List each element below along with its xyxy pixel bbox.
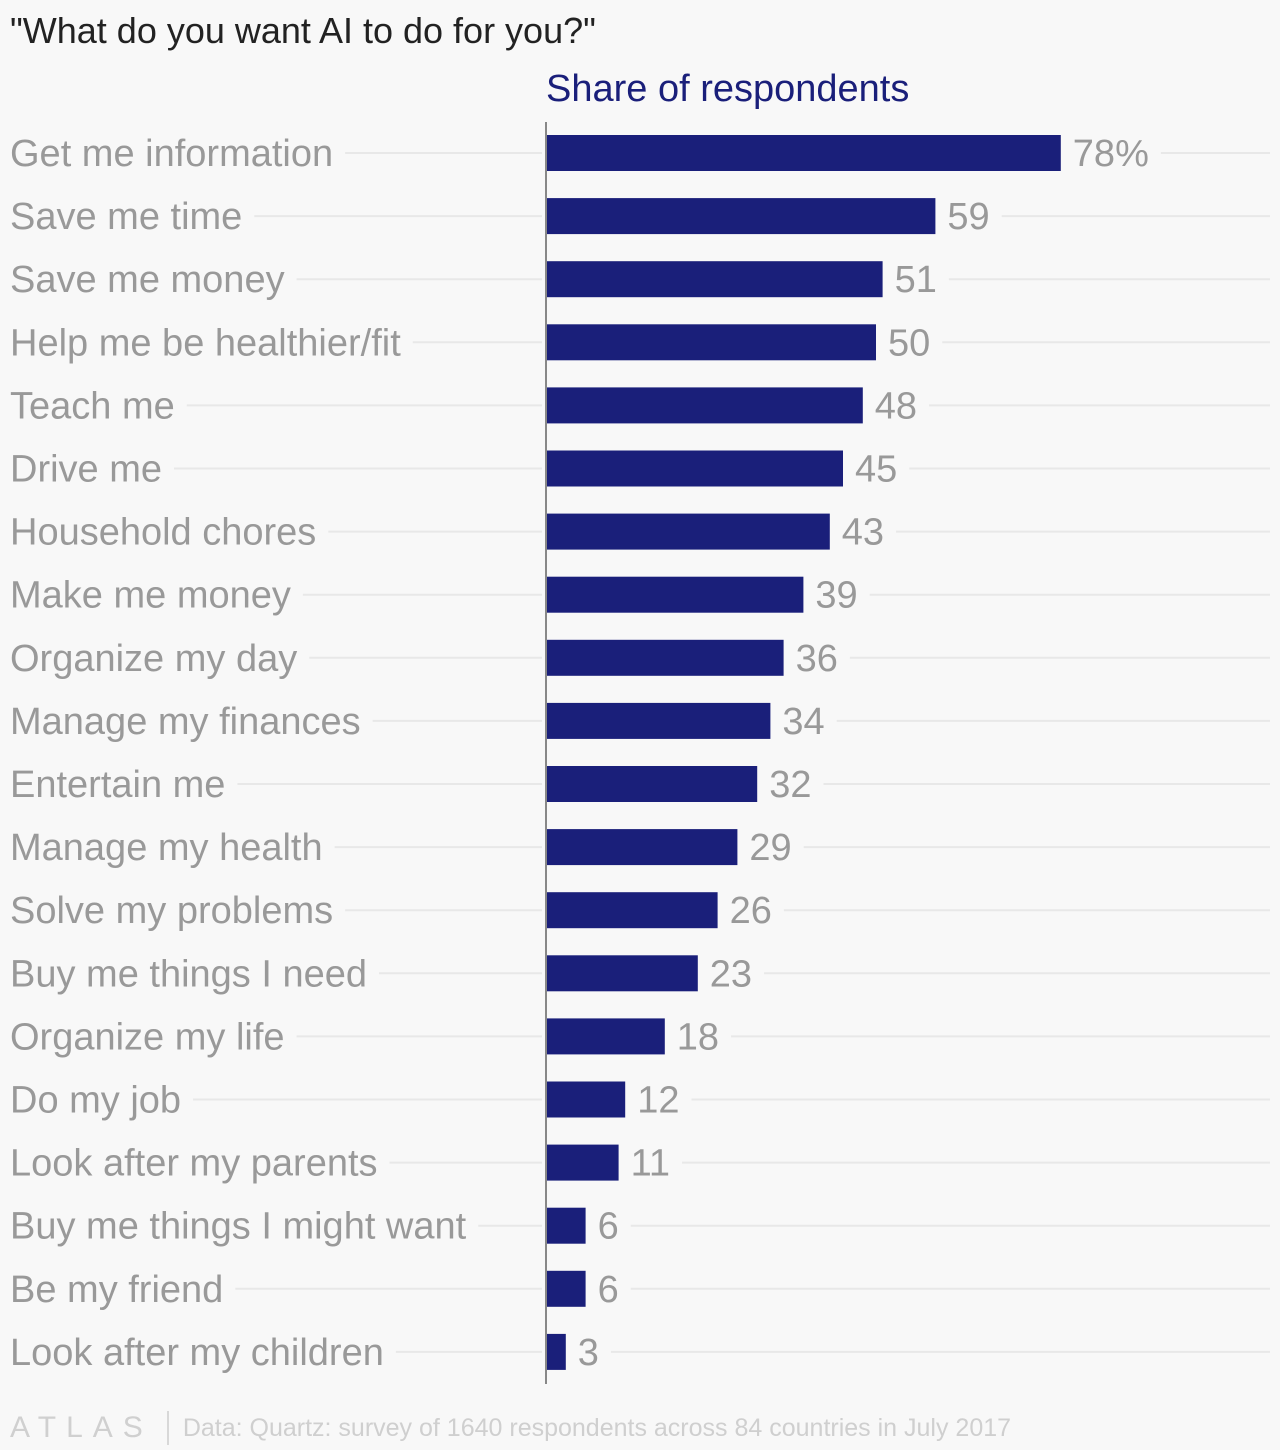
- bar: [546, 1081, 626, 1118]
- bar: [546, 135, 1061, 171]
- category-labels: Get me information Save me time Save me mo…: [10, 133, 467, 1374]
- category-label: Be my friend: [10, 1269, 223, 1311]
- bar: [546, 1270, 586, 1307]
- category-label: Teach me: [10, 385, 175, 427]
- category-label: Make me money: [10, 575, 291, 617]
- value-label: 43: [842, 512, 884, 554]
- footer: ATLAS Data: Quartz: survey of 1640 respo…: [10, 1408, 1011, 1448]
- category-label: Manage my finances: [10, 701, 361, 743]
- category-label: Organize my day: [10, 638, 297, 680]
- value-label: 39: [815, 575, 857, 617]
- category-label: Look after my parents: [10, 1143, 378, 1185]
- value-label: 48: [875, 385, 917, 427]
- bar: [546, 766, 758, 802]
- category-label: Buy me things I might want: [10, 1206, 467, 1248]
- value-label: 36: [796, 638, 838, 680]
- atlas-logo: ATLAS: [10, 1411, 153, 1444]
- category-label: Help me be healthier/fit: [10, 322, 401, 364]
- category-label: Look after my children: [10, 1332, 384, 1374]
- value-label: 18: [677, 1016, 719, 1058]
- value-label: 78%: [1073, 133, 1149, 175]
- value-label: 59: [947, 196, 989, 238]
- category-label: Entertain me: [10, 764, 225, 806]
- value-label: 12: [637, 1080, 679, 1122]
- bar: [546, 955, 698, 992]
- category-label: Get me information: [10, 133, 333, 175]
- category-label: Organize my life: [10, 1016, 285, 1058]
- bar: [546, 261, 883, 298]
- footer-divider: [166, 1411, 169, 1445]
- value-label: 45: [855, 449, 897, 491]
- category-label: Manage my health: [10, 827, 323, 869]
- value-label: 26: [730, 890, 772, 932]
- value-label: 3: [578, 1332, 599, 1374]
- category-label: Solve my problems: [10, 890, 333, 932]
- value-label: 6: [598, 1269, 619, 1311]
- category-label: Save me time: [10, 196, 242, 238]
- bar: [546, 639, 784, 676]
- value-label: 34: [782, 701, 824, 743]
- bar: [546, 1144, 619, 1181]
- bar: [546, 1207, 586, 1244]
- bar: [546, 387, 863, 424]
- chart-title: "What do you want AI to do for you?": [10, 10, 596, 51]
- value-label: 23: [710, 953, 752, 995]
- bar: [546, 892, 718, 929]
- guide-lines: [174, 152, 1270, 1353]
- value-label: 29: [749, 827, 791, 869]
- bar: [546, 1333, 566, 1370]
- bar: [546, 324, 876, 361]
- bar: [546, 576, 804, 613]
- bar: [546, 1018, 665, 1055]
- bar: [546, 702, 771, 739]
- category-label: Buy me things I need: [10, 953, 367, 995]
- category-label: Save me money: [10, 259, 285, 301]
- bars: [546, 135, 1061, 1370]
- bar: [546, 198, 936, 235]
- bar: [546, 829, 738, 866]
- bar: [546, 513, 830, 550]
- source-note: Data: Quartz: survey of 1640 respondents…: [182, 1413, 1012, 1442]
- value-label: 6: [598, 1206, 619, 1248]
- category-label: Drive me: [10, 449, 162, 491]
- value-label: 50: [888, 322, 930, 364]
- value-label: 32: [769, 764, 811, 806]
- category-label: Do my job: [10, 1080, 181, 1122]
- value-label: 51: [895, 259, 937, 301]
- bar: [546, 450, 843, 487]
- series-title: Share of respondents: [546, 68, 909, 110]
- bar-chart: Share of respondents Get me information S…: [10, 68, 1270, 1384]
- value-label: 11: [631, 1143, 670, 1185]
- category-label: Household chores: [10, 512, 316, 554]
